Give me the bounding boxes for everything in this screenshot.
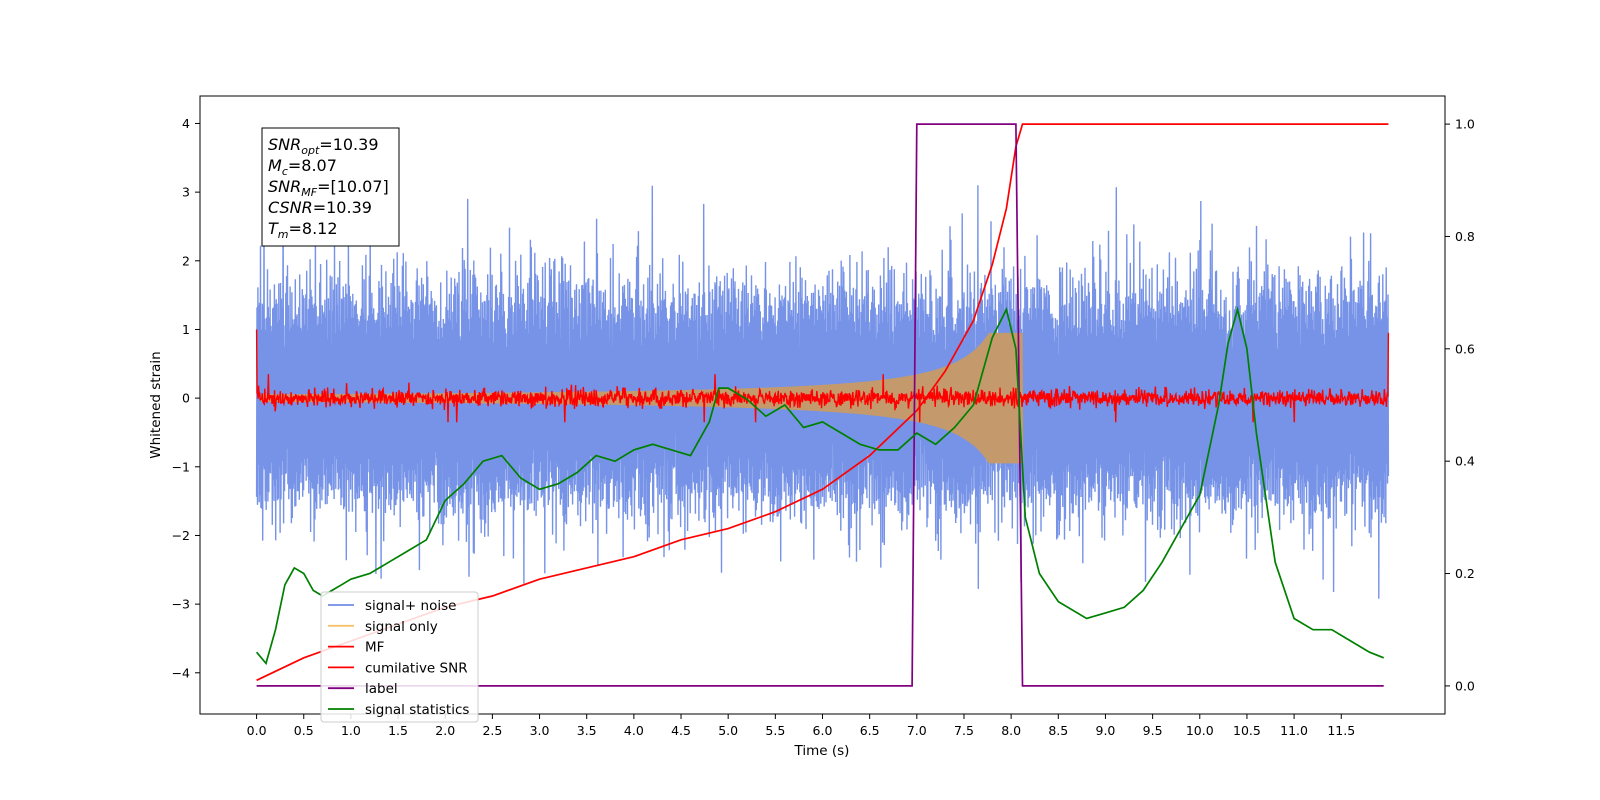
legend-entry: label bbox=[365, 681, 398, 697]
y-tick-label-left: 1 bbox=[182, 322, 190, 337]
x-tick-label: 5.5 bbox=[765, 723, 785, 738]
x-tick-label: 7.0 bbox=[907, 723, 927, 738]
annotation-line: Mc=8.07 bbox=[268, 156, 337, 178]
x-tick-label: 3.5 bbox=[577, 723, 597, 738]
y-tick-label-left: −2 bbox=[172, 528, 190, 543]
x-tick-label: 6.0 bbox=[813, 723, 833, 738]
series-signal-noise bbox=[255, 175, 1390, 599]
x-tick-label: 11.0 bbox=[1280, 723, 1308, 738]
legend-entry: cumilative SNR bbox=[365, 660, 468, 676]
x-tick-label: 4.0 bbox=[624, 723, 644, 738]
y-tick-label-left: 3 bbox=[182, 185, 190, 200]
x-tick-label: 1.0 bbox=[341, 723, 361, 738]
x-tick-label: 10.0 bbox=[1186, 723, 1214, 738]
series-label bbox=[256, 123, 1384, 687]
x-tick-label: 4.5 bbox=[671, 723, 691, 738]
legend-frame bbox=[320, 591, 479, 723]
y-tick-label-left: −1 bbox=[172, 459, 190, 474]
y-tick-label-left: 0 bbox=[182, 391, 190, 406]
y-tick-label-left: −4 bbox=[172, 665, 190, 680]
x-tick-label: 2.0 bbox=[435, 723, 455, 738]
x-tick-label: 6.5 bbox=[860, 723, 880, 738]
y-tick-label-left: −3 bbox=[172, 597, 190, 612]
series-signal-statistics bbox=[255, 306, 1385, 666]
x-tick-label: 10.5 bbox=[1233, 723, 1261, 738]
legend-entry: signal+ noise bbox=[365, 598, 456, 614]
signal-noise-layer bbox=[255, 175, 1390, 599]
x-axis: 0.0 0.5 1.0 1.5 2.0 2.5 3.0 3.5 4.0 4.5 5.0 5.5 6.0 6… bbox=[247, 714, 1355, 738]
x-tick-label: 5.0 bbox=[718, 723, 738, 738]
legend: signal+ noise signal only MF cumilative SNR… bbox=[320, 591, 479, 723]
series-mf bbox=[255, 329, 1390, 423]
y-tick-label-right: 1.0 bbox=[1455, 117, 1475, 132]
x-tick-label: 3.0 bbox=[530, 723, 550, 738]
x-tick-label: 8.5 bbox=[1048, 723, 1068, 738]
y-tick-label-right: 0.6 bbox=[1455, 341, 1475, 356]
x-tick-label: 7.5 bbox=[954, 723, 974, 738]
annotation-line: SNRopt=10.39 bbox=[268, 135, 379, 157]
y-tick-label-right: 0.0 bbox=[1455, 678, 1475, 693]
x-tick-label: 9.5 bbox=[1143, 723, 1163, 738]
x-tick-label: 9.0 bbox=[1096, 723, 1116, 738]
mf-layer bbox=[255, 329, 1390, 423]
legend-entry: signal statistics bbox=[365, 702, 469, 718]
x-tick-label: 1.5 bbox=[388, 723, 408, 738]
x-tick-label: 2.5 bbox=[482, 723, 502, 738]
y-axis-label-left: Whitened strain bbox=[148, 351, 164, 458]
legend-entry: signal only bbox=[365, 619, 438, 635]
y-tick-label-left: 4 bbox=[182, 116, 190, 131]
y-tick-label-right: 0.4 bbox=[1455, 454, 1475, 469]
x-tick-label: 0.5 bbox=[294, 723, 314, 738]
y-axis-left: 4 3 2 1 0 −1 −2 −3 −4 bbox=[172, 116, 200, 680]
annotation-frame bbox=[261, 127, 400, 247]
y-tick-label-right: 0.2 bbox=[1455, 566, 1475, 581]
x-tick-label: 8.0 bbox=[1001, 723, 1021, 738]
y-tick-label-left: 2 bbox=[182, 253, 190, 268]
annotation-line: SNRMF=[10.07] bbox=[268, 177, 389, 199]
legend-entry: MF bbox=[365, 640, 384, 656]
x-axis-label: Time (s) bbox=[794, 743, 850, 759]
annotation-line: CSNR=10.39 bbox=[268, 198, 372, 217]
annotation-line: Tm=8.12 bbox=[268, 219, 338, 241]
x-tick-label: 11.5 bbox=[1327, 723, 1355, 738]
y-axis-right: 1.0 0.8 0.6 0.4 0.2 0.0 bbox=[1445, 117, 1475, 693]
y-tick-label-right: 0.8 bbox=[1455, 229, 1475, 244]
x-tick-label: 0.0 bbox=[247, 723, 267, 738]
annotation-box: SNRopt=10.39Mc=8.07SNRMF=[10.07]CSNR=10.… bbox=[261, 127, 400, 247]
